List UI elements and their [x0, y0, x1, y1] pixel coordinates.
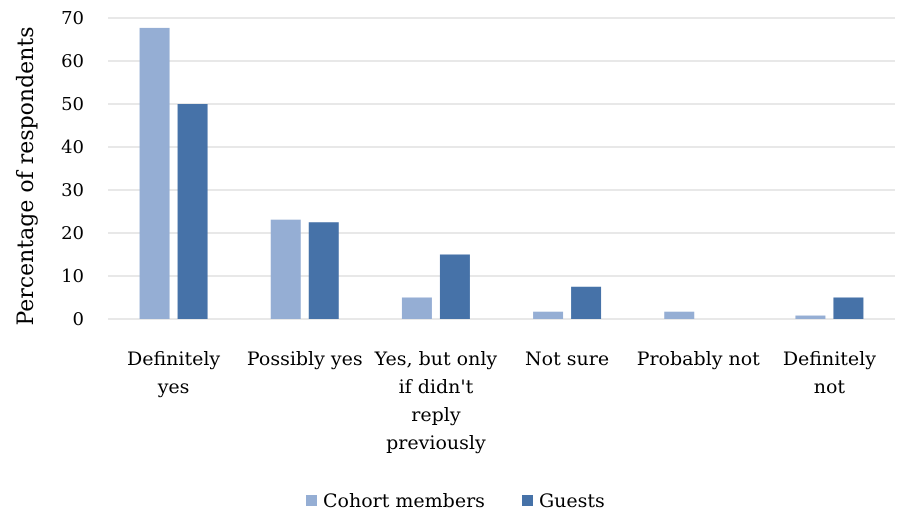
x-category-label: Definitely yes [127, 348, 220, 398]
bar-cohort-members [795, 315, 826, 319]
x-category-label: Probably not [637, 348, 760, 370]
bar-cohort-members [401, 297, 432, 319]
legend: Cohort members Guests [306, 490, 605, 512]
bar-cohort-members [270, 219, 301, 319]
bars [139, 27, 864, 319]
bar-cohort-members [664, 311, 695, 319]
y-tick-label: 20 [61, 223, 84, 244]
x-category-label: Not sure [525, 348, 609, 370]
bar-guests [439, 254, 470, 319]
bar-cohort-members [533, 311, 564, 319]
y-tick-label: 30 [61, 180, 84, 201]
y-axis-title: Percentage of respondents [14, 26, 39, 325]
gridlines [108, 17, 895, 320]
legend-swatch [522, 495, 533, 506]
x-category-label: Definitely not [783, 348, 876, 398]
x-category-label: Yes, but only if didn't reply previously [374, 348, 498, 454]
bar-guests [308, 222, 339, 319]
legend-label: Guests [539, 490, 605, 512]
y-tick-label: 60 [61, 51, 84, 72]
y-axis-ticks: 0 10 20 30 40 50 60 70 [61, 8, 84, 330]
bar-cohort-members [139, 27, 170, 319]
y-tick-label: 40 [61, 137, 84, 158]
y-tick-label: 70 [61, 8, 84, 29]
x-category-label: Possibly yes [247, 348, 363, 370]
legend-label: Cohort members [323, 490, 485, 512]
y-tick-label: 50 [61, 94, 84, 115]
y-tick-label: 10 [61, 266, 84, 287]
y-tick-label: 0 [73, 309, 84, 330]
bar-guests [177, 104, 208, 319]
x-axis-categories: Definitely yes Possibly yes Yes, but only if… [127, 348, 876, 454]
legend-swatch [306, 495, 317, 506]
bar-guests [833, 297, 864, 319]
bar-guests [571, 286, 602, 319]
